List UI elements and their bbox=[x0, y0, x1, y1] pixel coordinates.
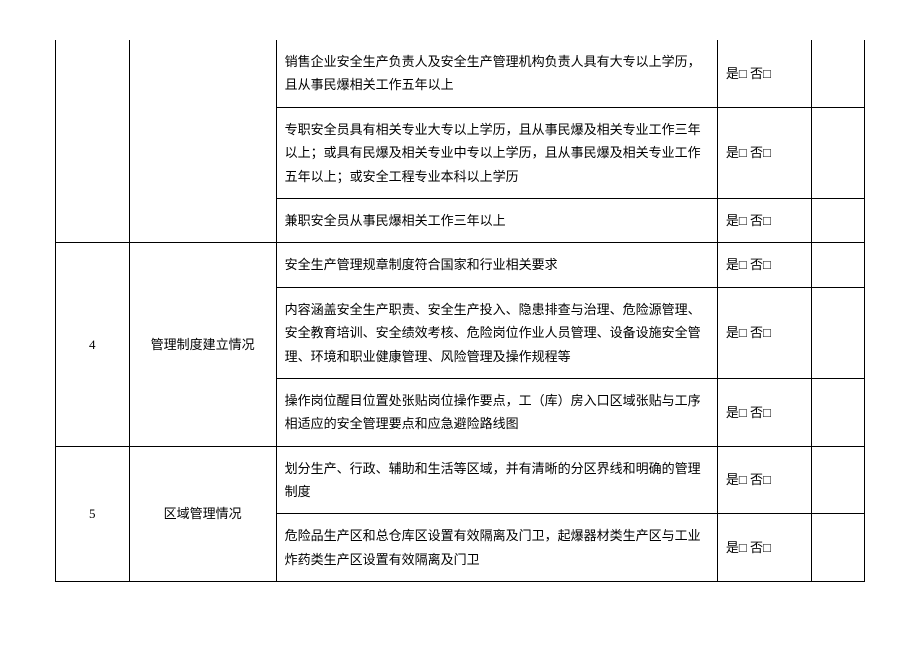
checkbox-cell[interactable]: 是□ 否□ bbox=[717, 107, 812, 198]
remark-cell bbox=[812, 378, 865, 446]
checkbox-cell[interactable]: 是□ 否□ bbox=[717, 287, 812, 378]
row-desc: 销售企业安全生产负责人及安全生产管理机构负责人具有大专以上学历，且从事民爆相关工… bbox=[276, 40, 717, 107]
inspection-table: 销售企业安全生产负责人及安全生产管理机构负责人具有大专以上学历，且从事民爆相关工… bbox=[55, 40, 865, 582]
checkbox-cell[interactable]: 是□ 否□ bbox=[717, 243, 812, 287]
checkbox-cell[interactable]: 是□ 否□ bbox=[717, 446, 812, 514]
row-desc: 危险品生产区和总仓库区设置有效隔离及门卫，起爆器材类生产区与工业炸药类生产区设置… bbox=[276, 514, 717, 582]
row-category: 管理制度建立情况 bbox=[129, 243, 276, 446]
remark-cell bbox=[812, 243, 865, 287]
row-desc: 专职安全员具有相关专业大专以上学历，且从事民爆及相关专业工作三年以上；或具有民爆… bbox=[276, 107, 717, 198]
checkbox-cell[interactable]: 是□ 否□ bbox=[717, 378, 812, 446]
remark-cell bbox=[812, 514, 865, 582]
checkbox-cell[interactable]: 是□ 否□ bbox=[717, 40, 812, 107]
row-category bbox=[129, 40, 276, 243]
row-number bbox=[56, 40, 130, 243]
remark-cell bbox=[812, 40, 865, 107]
table-row: 4 管理制度建立情况 安全生产管理规章制度符合国家和行业相关要求 是□ 否□ bbox=[56, 243, 865, 287]
row-desc: 安全生产管理规章制度符合国家和行业相关要求 bbox=[276, 243, 717, 287]
row-number: 5 bbox=[56, 446, 130, 582]
row-number: 4 bbox=[56, 243, 130, 446]
row-desc: 内容涵盖安全生产职责、安全生产投入、隐患排查与治理、危险源管理、安全教育培训、安… bbox=[276, 287, 717, 378]
table-row: 销售企业安全生产负责人及安全生产管理机构负责人具有大专以上学历，且从事民爆相关工… bbox=[56, 40, 865, 107]
row-desc: 操作岗位醒目位置处张贴岗位操作要点，工（库）房入口区域张贴与工序相适应的安全管理… bbox=[276, 378, 717, 446]
remark-cell bbox=[812, 287, 865, 378]
row-desc: 划分生产、行政、辅助和生活等区域，并有清晰的分区界线和明确的管理制度 bbox=[276, 446, 717, 514]
checkbox-cell[interactable]: 是□ 否□ bbox=[717, 198, 812, 242]
remark-cell bbox=[812, 107, 865, 198]
table-row: 5 区域管理情况 划分生产、行政、辅助和生活等区域，并有清晰的分区界线和明确的管… bbox=[56, 446, 865, 514]
row-desc: 兼职安全员从事民爆相关工作三年以上 bbox=[276, 198, 717, 242]
row-category: 区域管理情况 bbox=[129, 446, 276, 582]
checkbox-cell[interactable]: 是□ 否□ bbox=[717, 514, 812, 582]
remark-cell bbox=[812, 198, 865, 242]
remark-cell bbox=[812, 446, 865, 514]
